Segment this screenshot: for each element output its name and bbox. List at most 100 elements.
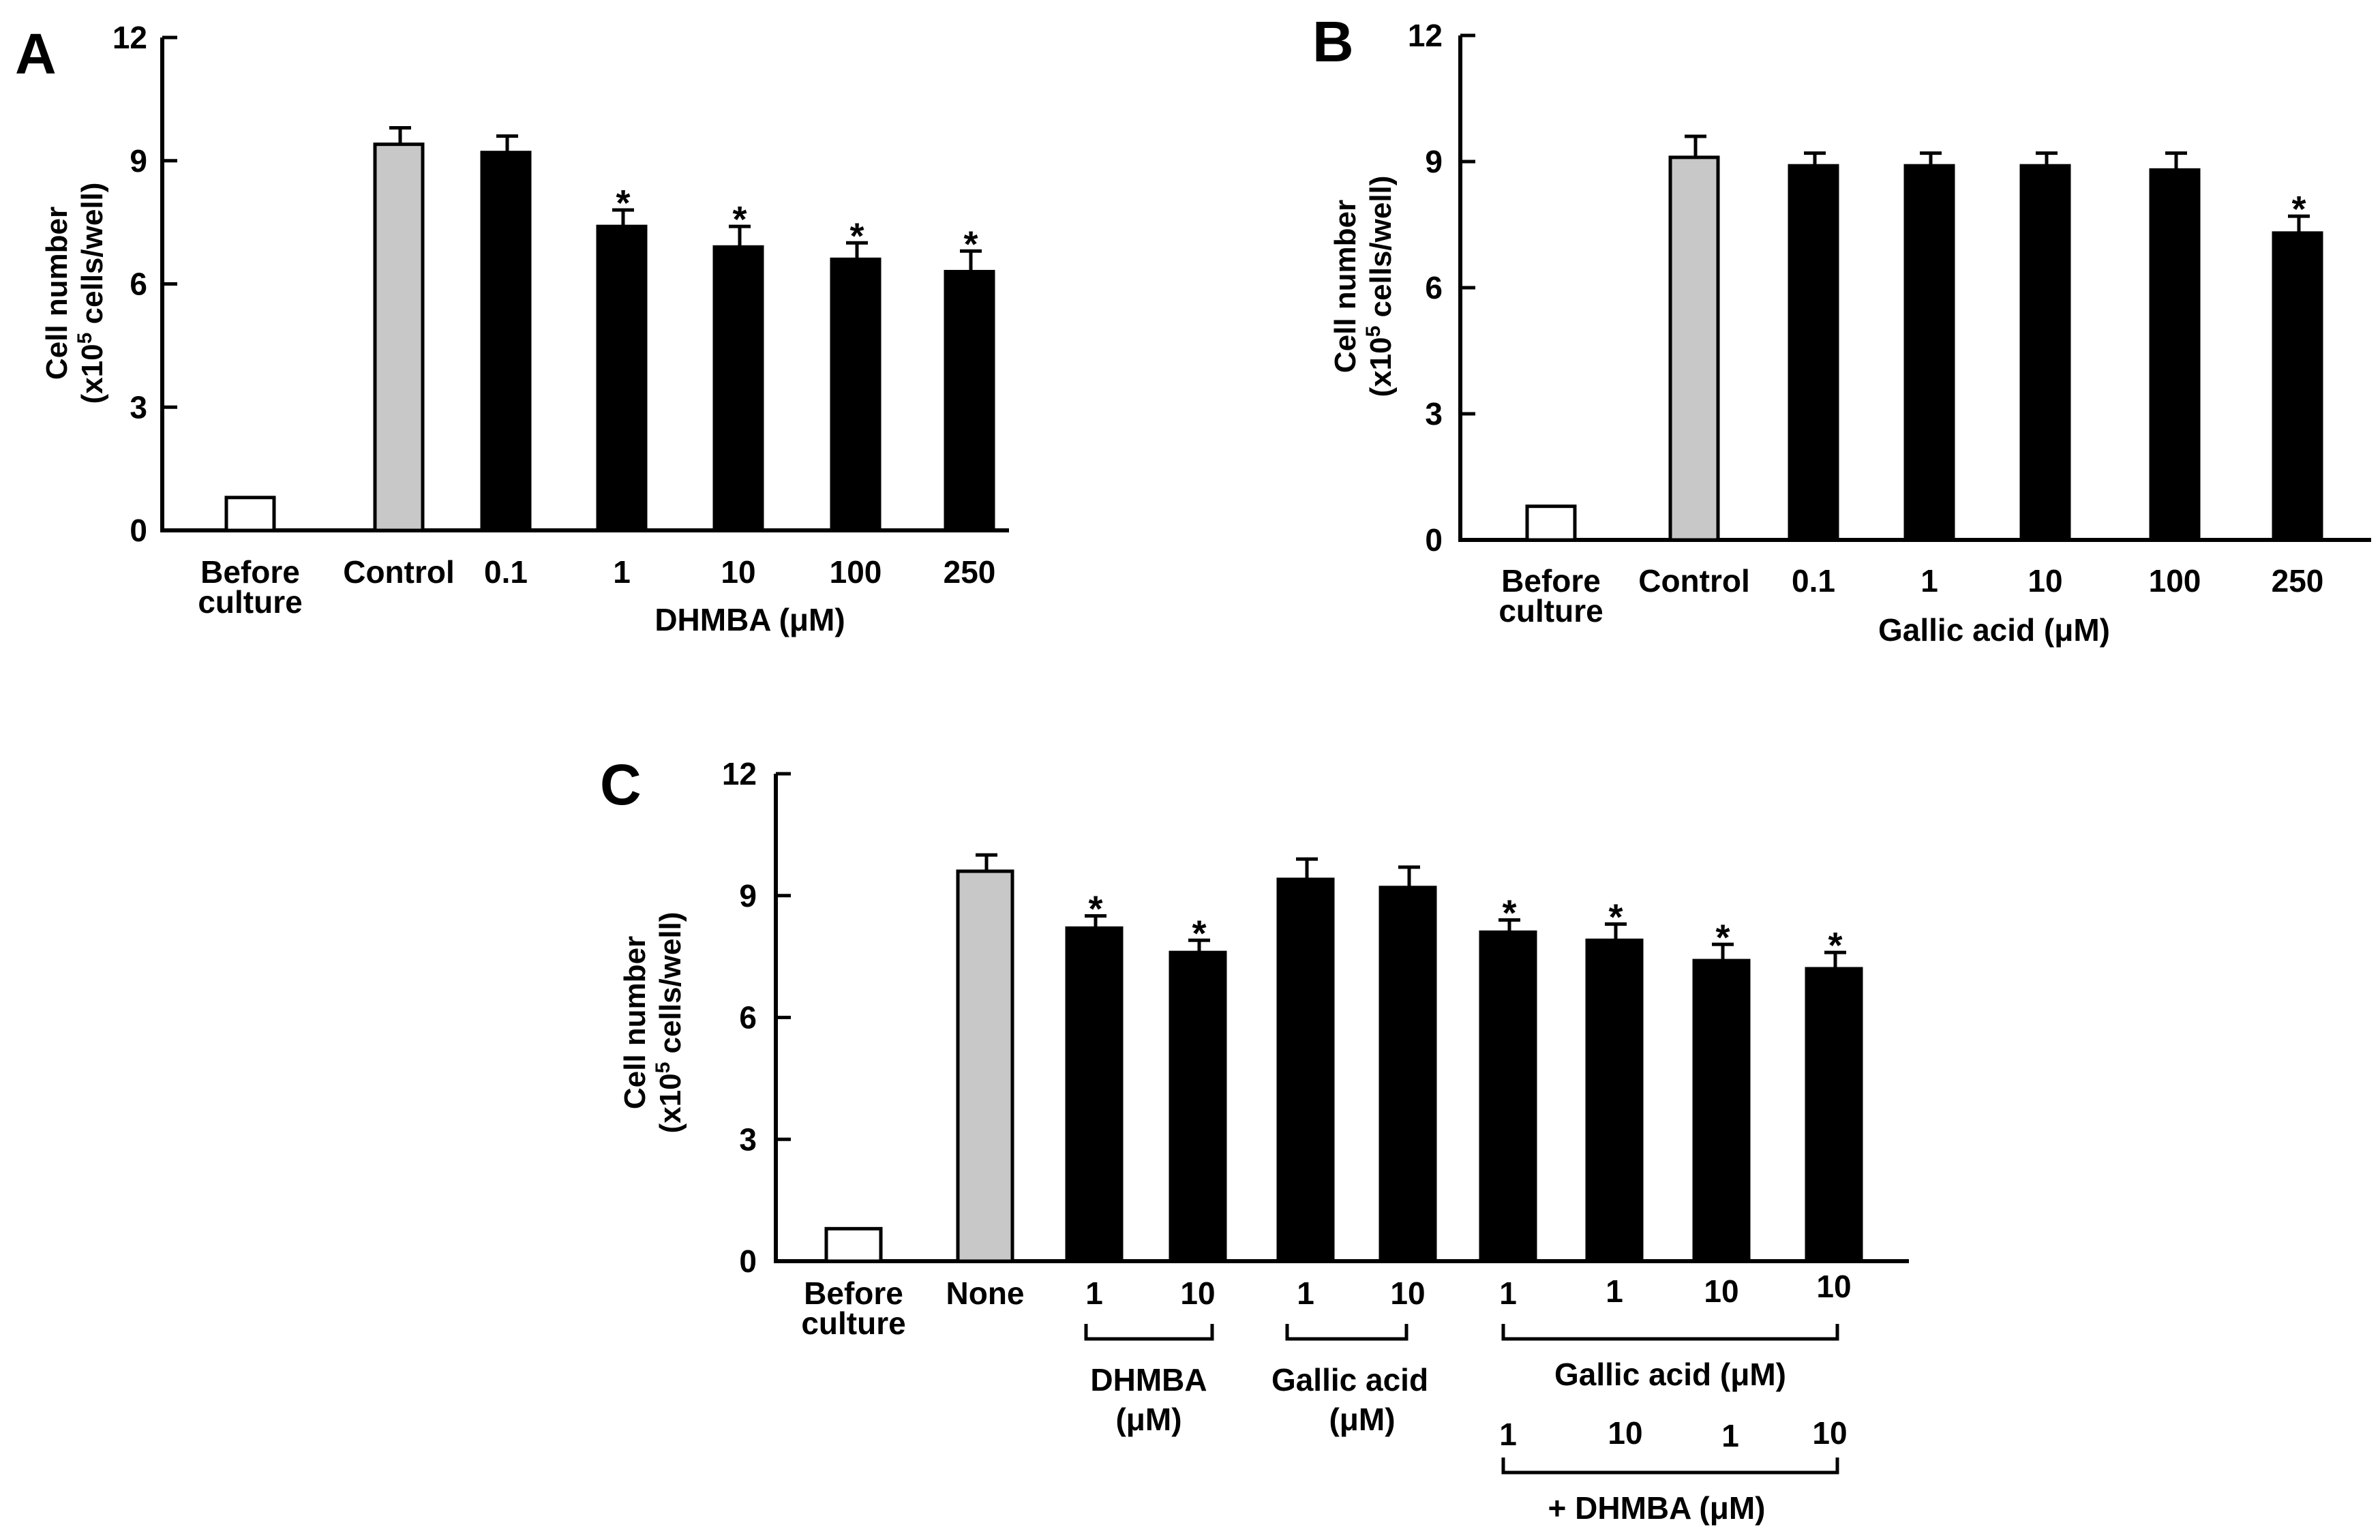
x-category-label: Before <box>1501 563 1601 599</box>
y-tick-label: 9 <box>739 878 757 914</box>
panel-a-chart: A Cell number (x105 cells/well) DHMBA (μ… <box>15 20 1009 637</box>
bar <box>2019 164 2071 542</box>
y-tick-label: 12 <box>1408 18 1443 53</box>
x-category-label: 10 <box>1704 1273 1738 1309</box>
significance-marker: * <box>732 199 747 240</box>
x-category-label: 100 <box>830 554 882 590</box>
x-category-label: 1 <box>1920 563 1938 599</box>
bar <box>373 142 425 532</box>
y-tick-label: 3 <box>739 1121 757 1157</box>
significance-marker: * <box>849 215 864 256</box>
x-category-label: culture <box>1498 593 1603 629</box>
x-category-label: 10 <box>2028 563 2062 599</box>
x-category-label: 10 <box>1180 1275 1215 1311</box>
x-category-label: 0.1 <box>484 554 528 590</box>
significance-marker: * <box>1715 917 1730 958</box>
dhmba-group-label: DHMBA <box>1090 1362 1207 1398</box>
panel-a-xlabel: DHMBA (μM) <box>654 602 845 637</box>
panel-b-xlabel: Gallic acid (μM) <box>1878 612 2110 648</box>
x-category-label: Control <box>1638 563 1750 599</box>
bar <box>596 224 648 532</box>
x-category-label: 10 <box>1390 1275 1425 1311</box>
y-tick-label: 9 <box>130 143 147 179</box>
bar <box>1525 504 1577 542</box>
bar <box>1585 938 1644 1263</box>
panel-a-ylabel-line1: Cell number <box>40 207 74 380</box>
bar <box>1169 950 1227 1263</box>
y-tick-label: 0 <box>130 513 147 548</box>
x-category-label: 1 <box>1606 1273 1623 1309</box>
bar <box>1479 930 1537 1263</box>
y-tick-label: 12 <box>722 756 757 791</box>
panel-b-chart: B Cell number (x105 cells/well) Gallic a… <box>1312 10 2371 648</box>
x-category-label: 100 <box>2149 563 2201 599</box>
y-tick-label: 0 <box>739 1243 757 1279</box>
y-tick-label: 3 <box>130 389 147 425</box>
y-tick-label: 9 <box>1425 144 1443 179</box>
panel-a-ylabel-line2: (x105 cells/well) <box>74 183 109 404</box>
bar <box>224 496 276 532</box>
x-category-label: 250 <box>944 554 996 590</box>
bar <box>1788 164 1839 542</box>
panel-a-letter: A <box>15 22 57 86</box>
x-category-label: culture <box>801 1305 905 1341</box>
combo-dhmba-value: 10 <box>1812 1415 1847 1451</box>
x-category-label: 1 <box>613 554 631 590</box>
significance-marker: * <box>1502 893 1516 934</box>
significance-marker: * <box>1192 913 1206 954</box>
bar <box>830 257 882 532</box>
gallic-group-unit: (μM) <box>1329 1402 1395 1437</box>
bar <box>1692 958 1751 1263</box>
panel-c-chart: C Cell number (x105 cells/well) DHMBA (μ… <box>600 753 1909 1526</box>
significance-marker: * <box>1828 925 1842 966</box>
x-category-label: Before <box>804 1275 903 1311</box>
x-category-label: 10 <box>1816 1269 1851 1304</box>
bar <box>956 869 1014 1263</box>
combo-dhmba-label: + DHMBA (μM) <box>1548 1490 1765 1526</box>
bar <box>944 269 995 532</box>
bar <box>2149 168 2201 542</box>
gallic-group-label: Gallic acid <box>1271 1362 1428 1398</box>
x-category-label: None <box>946 1275 1025 1311</box>
dhmba-group-unit: (μM) <box>1115 1402 1181 1437</box>
bar <box>712 245 764 532</box>
combo-dhmba-bracket <box>1501 1458 1839 1475</box>
x-category-label: 1 <box>1297 1275 1314 1311</box>
x-category-label: 1 <box>1085 1275 1103 1311</box>
bar <box>1903 164 1955 542</box>
bar <box>1668 155 1720 542</box>
x-category-label: 1 <box>1499 1275 1517 1311</box>
y-tick-label: 0 <box>1425 522 1443 558</box>
bar <box>1379 886 1437 1263</box>
bar <box>1805 967 1863 1263</box>
dhmba-bracket <box>1084 1324 1214 1341</box>
bar <box>1276 877 1335 1263</box>
bar <box>824 1226 883 1263</box>
x-category-label: Control <box>343 554 455 590</box>
panel-c-letter: C <box>600 753 642 817</box>
y-tick-label: 6 <box>739 1000 757 1036</box>
panel-b-ylabel-line2: (x105 cells/well) <box>1362 176 1398 397</box>
combo-dhmba-value: 1 <box>1721 1418 1739 1453</box>
significance-marker: * <box>1608 896 1623 937</box>
y-tick-label: 12 <box>112 20 147 55</box>
x-category-label: 10 <box>721 554 755 590</box>
combo-gallic-label: Gallic acid (μM) <box>1554 1357 1786 1392</box>
combo-dhmba-value: 1 <box>1499 1417 1517 1452</box>
panel-b-letter: B <box>1312 10 1354 74</box>
y-tick-label: 3 <box>1425 396 1443 432</box>
panel-b-ylabel-line1: Cell number <box>1329 200 1362 373</box>
bar <box>1065 926 1124 1263</box>
combo-dhmba-value: 10 <box>1608 1415 1642 1451</box>
significance-marker: * <box>2291 189 2306 230</box>
x-category-label: 250 <box>2272 563 2324 599</box>
significance-marker: * <box>1088 889 1102 930</box>
panel-c-ylabel-line1: Cell number <box>618 936 652 1109</box>
significance-marker: * <box>963 224 978 265</box>
y-tick-label: 6 <box>1425 270 1443 305</box>
x-category-label: 0.1 <box>1792 563 1835 599</box>
x-category-label: culture <box>198 584 302 620</box>
bar <box>2272 231 2323 542</box>
y-tick-label: 6 <box>130 267 147 302</box>
